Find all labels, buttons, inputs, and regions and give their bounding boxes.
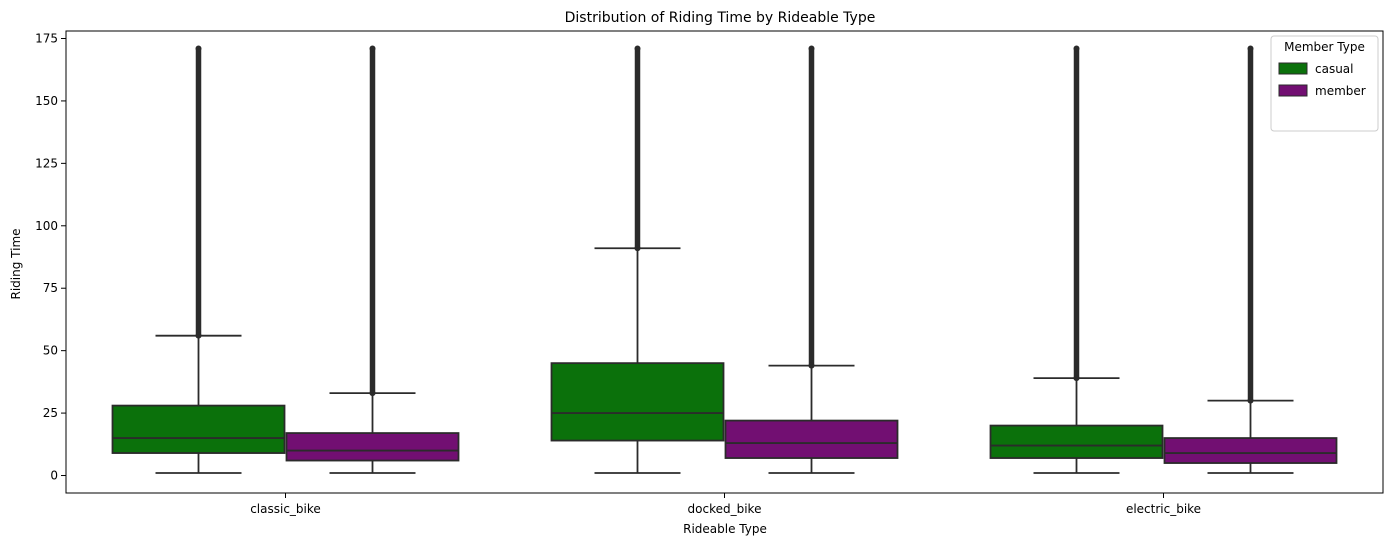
iqr-box-casual-electric_bike: [989, 424, 1164, 459]
box-member-classic_bike: [285, 45, 460, 474]
box-casual-classic_bike: [111, 45, 286, 474]
iqr-box-member-docked_bike: [724, 419, 899, 459]
axes: 0 25 50 75 100 125 150 175 classic_bike docked_bi…: [35, 30, 1384, 516]
box-casual-electric_bike: [989, 45, 1164, 474]
y-tick-label: 125: [35, 156, 58, 170]
y-axis-label: Riding Time: [9, 228, 23, 299]
iqr-box-member-classic_bike: [285, 432, 460, 462]
x-axis-label: Rideable Type: [683, 522, 767, 536]
iqr-box-member-electric_bike: [1163, 437, 1338, 464]
box-member-electric_bike: [1163, 45, 1338, 474]
legend-title: Member Type: [1284, 40, 1365, 54]
iqr-box-casual-docked_bike: [550, 362, 725, 442]
y-tick-label: 100: [35, 219, 58, 233]
box-member-docked_bike: [724, 45, 899, 474]
box-casual-docked_bike: [550, 45, 725, 474]
outlier-top-casual-electric_bike: [1073, 45, 1080, 52]
x-tick-label: docked_bike: [688, 502, 762, 516]
y-tick-label: 75: [43, 281, 58, 295]
x-tick-label: classic_bike: [250, 502, 321, 516]
legend-label-casual: casual: [1315, 62, 1354, 76]
legend-swatch-casual: [1278, 62, 1308, 75]
outlier-top-member-docked_bike: [808, 45, 815, 52]
y-tick-label: 0: [50, 469, 58, 483]
chart-title: Distribution of Riding Time by Rideable …: [565, 10, 876, 26]
outlier-top-member-electric_bike: [1247, 45, 1254, 52]
y-tick-label: 50: [43, 344, 58, 358]
legend: Member Type casual member: [1270, 35, 1379, 132]
y-tick-label: 25: [43, 406, 58, 420]
legend-frame: [1270, 35, 1379, 132]
legend-swatch-member: [1278, 84, 1308, 97]
iqr-box-casual-classic_bike: [111, 404, 286, 454]
legend-label-member: member: [1315, 84, 1366, 98]
y-tick-label: 175: [35, 31, 58, 45]
outlier-top-casual-docked_bike: [634, 45, 641, 52]
outlier-top-member-classic_bike: [369, 45, 376, 52]
y-tick-label: 150: [35, 94, 58, 108]
outlier-top-casual-classic_bike: [195, 45, 202, 52]
x-tick-label: electric_bike: [1126, 502, 1201, 516]
plot-area: [111, 45, 1338, 474]
